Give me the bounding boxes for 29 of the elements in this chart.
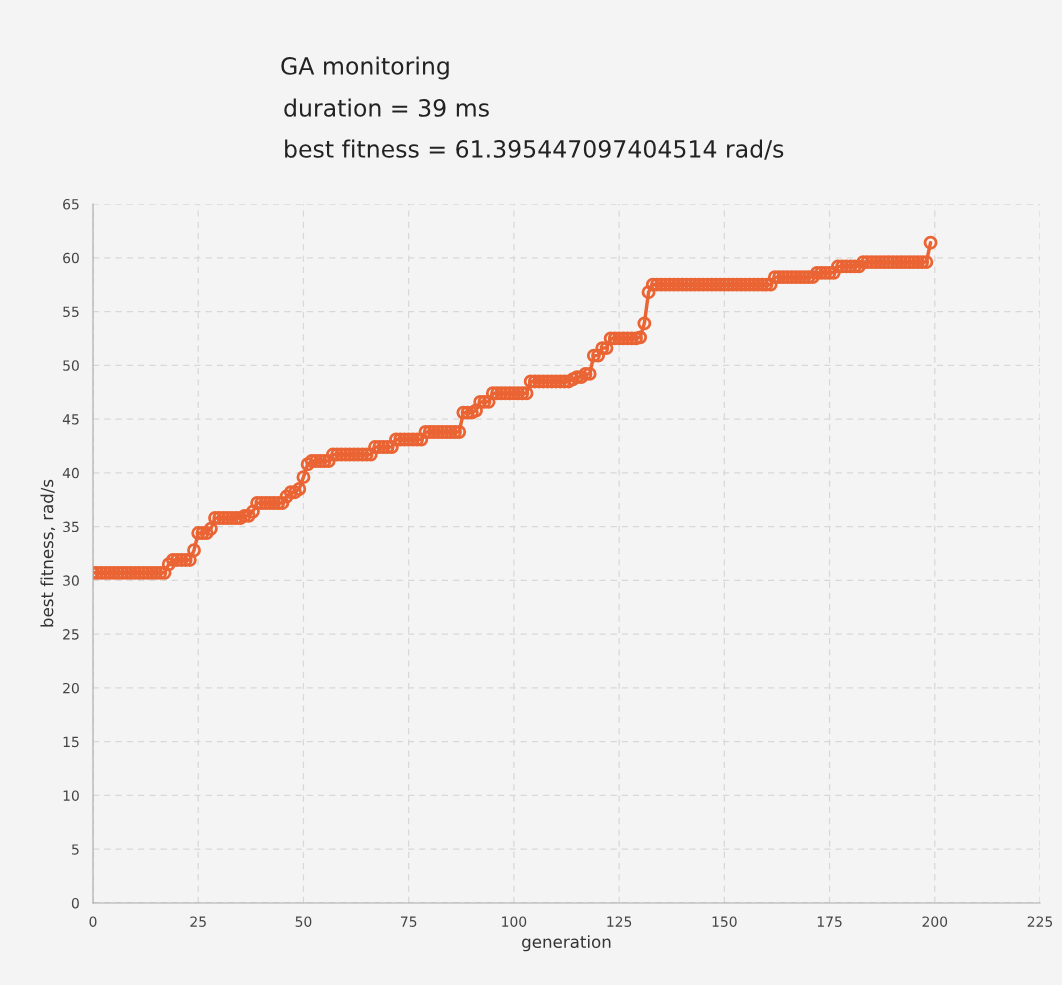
text: best fitness = 61.395447097404514 rad/s [285,139,784,160]
y-tick-label: 55 [63,306,79,318]
x-tick-label: 150 [712,916,737,927]
x-tick-label: 50 [295,916,312,927]
x-tick-label: 200 [922,916,948,927]
x-tick-label: 225 [1027,916,1053,927]
y-axis-title: best fitness, rad/s [40,479,56,627]
y-tick-label: 45 [62,414,79,425]
text: duration = 39 ms [284,98,489,117]
y-tick-label: 20 [63,682,79,694]
x-tick-label: 125 [607,916,632,927]
y-tick-label: 30 [63,575,79,586]
y-tick-label: 10 [63,790,79,801]
y-tick-label: 5 [72,844,79,855]
y-tick-label: 0 [71,897,79,909]
y-tick-label: 60 [63,252,79,264]
x-tick-label: 100 [502,916,527,927]
x-tick-label: 25 [190,916,206,927]
y-tick-label: 50 [63,360,79,371]
y-tick-label: 15 [63,736,79,748]
y-tick-label: 40 [62,467,79,479]
x-axis-title: generation [522,935,611,952]
x-tick-label: 175 [817,916,842,927]
y-tick-label: 25 [63,629,79,640]
y-tick-label: 65 [63,198,79,210]
x-tick-label: 0 [89,916,97,927]
y-tick-label: 35 [63,521,79,533]
x-tick-label: 75 [400,916,417,927]
chart-title: GA monitoring [281,56,449,80]
